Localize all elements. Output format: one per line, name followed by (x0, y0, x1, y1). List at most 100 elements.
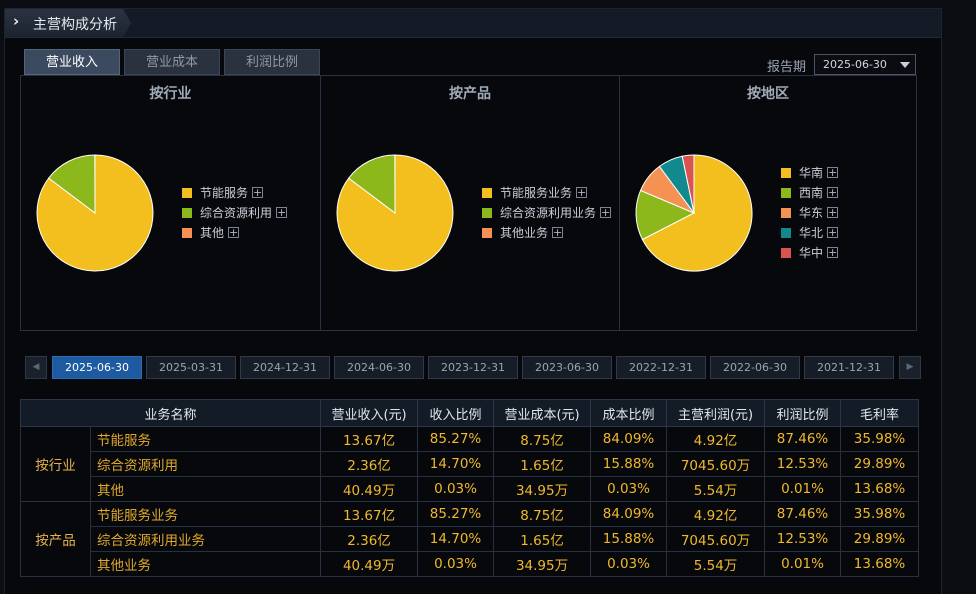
legend-item[interactable]: 西南 + (781, 183, 839, 203)
date-tab[interactable]: 2022-12-31 (616, 356, 706, 379)
legend-item[interactable]: 综合资源利用业务 + (482, 203, 612, 223)
report-period-select[interactable]: 2025-06-30 (814, 54, 916, 75)
panel-title-tab: › 主营构成分析 (5, 9, 131, 37)
expand-plus-icon[interactable]: + (827, 226, 839, 239)
business-name-cell: 其他业务 (89, 551, 322, 577)
date-tab[interactable]: 2024-12-31 (240, 356, 330, 379)
table-cell: 4.92亿 (666, 501, 766, 527)
table-cell: 0.03% (590, 476, 668, 502)
next-dates-button[interactable]: ▶ (899, 356, 921, 379)
table-cell: 85.27% (417, 501, 495, 527)
legend-label: 华南 (799, 166, 824, 180)
table-cell: 5.54万 (666, 476, 766, 502)
legend-label: 华北 (799, 226, 824, 240)
industry-pie-chart[interactable] (33, 151, 157, 275)
legend-item[interactable]: 综合资源利用 + (182, 203, 288, 223)
table-row[interactable]: 其他 40.49万 0.03% 34.95万 0.03% 5.54万 0.01% 13.68% (21, 476, 920, 502)
expand-plus-icon[interactable]: + (276, 206, 288, 219)
expand-plus-icon[interactable]: + (600, 206, 612, 219)
date-tab[interactable]: 2023-06-30 (522, 356, 612, 379)
expand-plus-icon[interactable]: + (252, 186, 264, 199)
table-cell: 12.53% (764, 526, 842, 552)
pie-slice-综合资源利用[interactable] (47, 154, 96, 215)
table-row[interactable]: 按产品 节能服务业务 13.67亿 85.27% 8.75亿 84.09% 4.92亿 87.… (20, 501, 920, 577)
table-cell: 8.75亿 (493, 501, 592, 527)
legend-item[interactable]: 华南 + (781, 163, 839, 183)
chevron-down-icon (900, 62, 910, 68)
legend-swatch (182, 227, 192, 238)
legend-item[interactable]: 其他业务 + (482, 223, 611, 243)
legend-label: 华中 (799, 246, 824, 260)
pie-slice-综合资源利用业务[interactable] (347, 154, 396, 215)
expand-plus-icon[interactable]: + (228, 226, 240, 239)
prev-dates-button[interactable]: ◀ (25, 356, 47, 379)
date-tab[interactable]: 2021-12-31 (804, 356, 894, 379)
table-cell: 0.01% (764, 551, 842, 577)
expand-plus-icon[interactable]: + (552, 226, 564, 239)
tab-cost[interactable]: 营业成本 (124, 49, 220, 75)
date-tab[interactable]: 2025-03-31 (146, 356, 236, 379)
table-cell: 13.67亿 (320, 426, 419, 452)
table-row[interactable]: 综合资源利用 2.36亿 14.70% 1.65亿 15.88% 7045.60万 12.5… (21, 451, 920, 477)
table-cell: 2.36亿 (320, 451, 419, 477)
business-name-cell: 节能服务 (89, 426, 322, 452)
composition-table: 业务名称 营业收入(元) 收入比例 营业成本(元) 成本比例 主营利润(元) 利… (19, 399, 920, 577)
region-legend: 华南 + 西南 + 华东 + 华北 + 华中 + (781, 163, 839, 263)
chart-title: 按行业 (149, 86, 192, 102)
legend-swatch (781, 207, 791, 218)
date-tab[interactable]: 2023-12-31 (428, 356, 518, 379)
legend-swatch (482, 187, 492, 198)
column-header: 收入比例 (417, 399, 495, 427)
legend-item[interactable]: 华中 + (781, 243, 839, 263)
tab-profit-ratio[interactable]: 利润比例 (224, 49, 320, 75)
date-tab-strip: ◀ 2025-06-30 2025-03-31 2024-12-31 2024-06-… (20, 356, 921, 379)
product-pie-chart[interactable] (333, 151, 457, 275)
report-period-label: 报告期 (767, 60, 807, 75)
chevron-left-icon: ◀ (32, 362, 40, 372)
expand-plus-icon[interactable]: + (827, 246, 839, 259)
industry-legend: 节能服务 + 综合资源利用 + 其他 + (182, 183, 288, 243)
legend-label: 华东 (799, 206, 824, 220)
tab-revenue[interactable]: 营业收入 (24, 49, 120, 75)
chart-by-region: 按地区 华南 + 西南 + 华东 + 华北 + 华中 + (619, 76, 916, 330)
table-cell: 0.01% (764, 476, 842, 502)
pie-slice-华南[interactable] (641, 154, 753, 272)
table-cell: 87.46% (764, 426, 842, 452)
row-group-label: 按产品 (20, 501, 91, 577)
legend-swatch (482, 227, 492, 238)
legend-label: 西南 (799, 186, 824, 200)
expand-plus-icon[interactable]: + (827, 186, 839, 199)
table-row[interactable]: 综合资源利用业务 2.36亿 14.70% 1.65亿 15.88% 7045.60万 12… (21, 526, 920, 552)
region-pie-chart[interactable] (632, 151, 756, 275)
column-header: 利润比例 (764, 399, 842, 427)
column-header: 主营利润(元) (666, 399, 766, 427)
chart-title: 按地区 (747, 86, 789, 102)
table-cell: 1.65亿 (493, 451, 592, 477)
table-cell: 40.49万 (320, 551, 419, 577)
column-header: 营业成本(元) (493, 399, 592, 427)
date-tab[interactable]: 2024-06-30 (334, 356, 424, 379)
legend-item[interactable]: 华北 + (781, 223, 839, 243)
table-cell: 84.09% (590, 501, 668, 527)
expand-plus-icon[interactable]: + (827, 206, 839, 219)
expand-plus-icon[interactable]: + (576, 186, 588, 199)
legend-item[interactable]: 其他 + (182, 223, 287, 243)
expand-plus-icon[interactable]: + (827, 166, 839, 179)
legend-item[interactable]: 节能服务业务 + (482, 183, 611, 203)
date-tab[interactable]: 2022-06-30 (710, 356, 800, 379)
legend-item[interactable]: 节能服务 + (182, 183, 287, 203)
legend-swatch (781, 187, 791, 198)
table-cell: 15.88% (590, 451, 668, 477)
chart-by-product: 按产品 节能服务业务 + 综合资源利用业务 + 其他业务 + (320, 76, 619, 330)
date-tab[interactable]: 2025-06-30 (52, 356, 142, 379)
table-cell: 15.88% (590, 526, 668, 552)
table-row[interactable]: 其他业务 40.49万 0.03% 34.95万 0.03% 5.54万 0.01% 13.6… (21, 551, 920, 577)
table-cell: 87.46% (764, 501, 842, 527)
legend-item[interactable]: 华东 + (781, 203, 839, 223)
table-row[interactable]: 按行业 节能服务 13.67亿 85.27% 8.75亿 84.09% 4.92亿 87.46… (20, 426, 920, 502)
table-cell: 35.98% (840, 501, 920, 527)
table-cell: 4.92亿 (666, 426, 766, 452)
table-cell: 0.03% (417, 476, 495, 502)
chevron-right-icon: › (13, 12, 20, 30)
pie-slice-华中[interactable] (681, 154, 695, 214)
